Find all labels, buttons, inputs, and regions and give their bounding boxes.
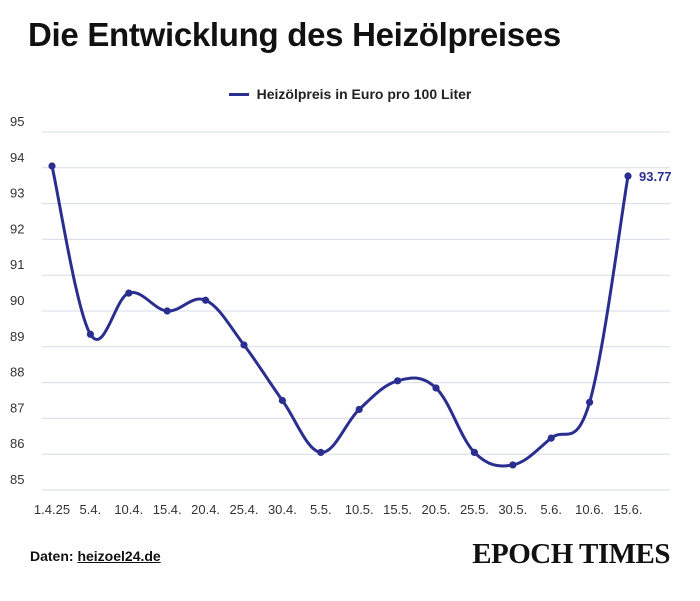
y-tick-label: 87 <box>10 400 24 415</box>
data-point <box>86 330 94 338</box>
y-tick-label: 94 <box>10 150 24 165</box>
x-tick-label: 15.6. <box>614 502 643 517</box>
data-point <box>317 448 325 457</box>
data-point <box>163 307 171 315</box>
series-line <box>50 164 630 468</box>
data-point <box>48 162 56 170</box>
x-tick-label: 10.6. <box>575 502 604 517</box>
x-tick-label: 20.5. <box>422 502 451 517</box>
data-point <box>470 448 478 457</box>
data-point <box>240 341 248 349</box>
legend-swatch <box>228 92 249 96</box>
y-tick-label: 86 <box>10 436 24 451</box>
data-point <box>547 434 555 442</box>
data-point <box>432 384 440 392</box>
y-tick-label: 90 <box>10 293 24 308</box>
data-point <box>509 461 517 469</box>
chart-title: Die Entwicklung des Heizölpreises <box>28 16 561 53</box>
y-tick-label: 91 <box>10 257 24 272</box>
data-point <box>394 377 402 385</box>
x-tick-label: 1.4.25 <box>34 502 70 517</box>
y-tick-label: 93 <box>10 186 24 201</box>
data-point <box>624 172 632 180</box>
data-label: 93.77 <box>639 169 672 184</box>
x-tick-label: 30.5. <box>498 502 527 517</box>
source-label: Daten: <box>30 548 74 564</box>
x-tick-label: 10.5. <box>345 502 374 517</box>
x-tick-label: 10.4. <box>114 502 143 517</box>
source-note: Daten: heizoel24.de <box>30 548 161 564</box>
x-tick-label: 5.6. <box>540 502 562 517</box>
x-tick-label: 15.5. <box>383 502 412 517</box>
x-tick-label: 25.5. <box>460 502 489 517</box>
brand-logo: EPOCH TIMES <box>472 538 670 570</box>
data-point <box>202 296 210 304</box>
data-point <box>355 405 363 414</box>
x-tick-label: 30.4. <box>268 502 297 517</box>
source-link[interactable]: heizoel24.de <box>77 548 161 564</box>
data-point <box>278 396 286 405</box>
x-tick-label: 5.5. <box>310 502 332 517</box>
x-tick-label: 20.4. <box>191 502 220 517</box>
data-point <box>125 289 133 297</box>
legend-label: Heizölpreis in Euro pro 100 Liter <box>256 86 472 102</box>
x-tick-label: 25.4. <box>230 502 259 517</box>
y-tick-label: 92 <box>10 221 24 236</box>
y-tick-label: 85 <box>10 472 24 487</box>
x-tick-label: 5.4. <box>80 502 102 517</box>
data-point <box>586 398 594 406</box>
legend: Heizölpreis in Euro pro 100 Liter <box>0 86 700 102</box>
y-tick-label: 88 <box>10 365 24 380</box>
y-tick-label: 95 <box>10 114 24 129</box>
x-tick-label: 15.4. <box>153 502 182 517</box>
y-tick-label: 89 <box>10 329 24 344</box>
